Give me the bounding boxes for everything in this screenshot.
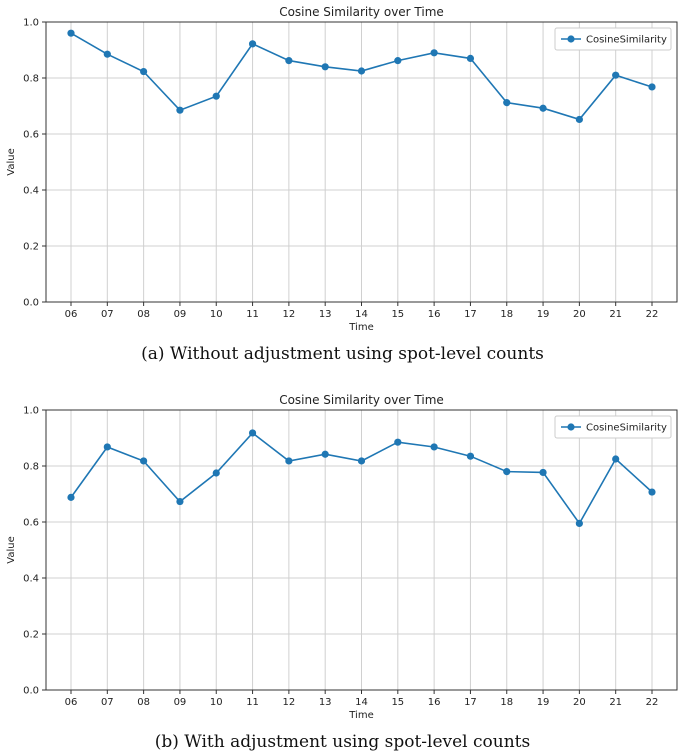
chart-a-xtick-label-12: 12	[283, 309, 296, 320]
chart-b-xtick-label-15: 15	[391, 697, 404, 708]
chart-a-point-15	[394, 57, 402, 65]
chart-b-point-22	[648, 488, 656, 496]
chart-a-point-19	[539, 104, 547, 112]
chart-b-ytick-label-0.0: 0.0	[23, 686, 39, 697]
chart-b-point-09	[176, 497, 184, 506]
chart-a-xtick-label-15: 15	[391, 309, 404, 320]
chart-a-xtick-label-13: 13	[319, 309, 332, 320]
chart-a-xtick-label-08: 08	[137, 309, 150, 320]
chart-a-xlabel: Time	[348, 322, 373, 333]
caption-b: (b) With adjustment using spot-level cou…	[154, 732, 531, 752]
chart-b-xlabel: Time	[348, 710, 373, 721]
chart-b-xtick-label-20: 20	[573, 697, 586, 708]
chart-a-point-08	[140, 67, 148, 76]
chart-a-point-16	[430, 49, 438, 57]
chart-a-ytick-label-0.0: 0.0	[23, 298, 39, 309]
chart-a-point-11	[248, 40, 257, 48]
chart-b-xtick-label-09: 09	[174, 697, 187, 708]
chart-a-title: Cosine Similarity over Time	[279, 5, 444, 19]
chart-a-legend	[554, 27, 672, 51]
chart-a-point-14	[357, 67, 366, 75]
chart-b-point-18	[503, 468, 511, 476]
chart-a-point-12	[285, 57, 293, 65]
chart-b-point-10	[212, 469, 220, 477]
chart-b-legend	[554, 415, 672, 439]
chart-a-xtick-label-21: 21	[609, 309, 622, 320]
chart-b-xtick-label-17: 17	[464, 697, 477, 708]
chart-a-ylabel: Value	[6, 148, 17, 175]
chart-b-xtick-label-12: 12	[283, 697, 296, 708]
chart-a-point-22	[648, 83, 656, 91]
chart-b-point-11	[248, 429, 257, 437]
chart-b-xtick-label-21: 21	[609, 697, 622, 708]
chart-b: Cosine Similarity over Time 0.0 0.2 0.4 0.6 0…	[0, 388, 685, 728]
chart-a-ytick-label-1.0: 1.0	[23, 18, 39, 29]
chart-a-xtick-label-06: 06	[65, 309, 78, 320]
chart-a-xtick-label-22: 22	[646, 309, 659, 320]
chart-b-xtick-label-14: 14	[355, 697, 368, 708]
chart-a-xtick-label-07: 07	[101, 309, 114, 320]
chart-a-ytick-label-0.2: 0.2	[23, 242, 39, 253]
chart-a-point-07	[103, 50, 111, 58]
chart-a-legend-marker	[567, 35, 575, 43]
chart-b-point-20	[575, 519, 583, 527]
chart-b-point-08	[140, 457, 148, 465]
chart-a-point-20	[575, 115, 583, 124]
chart-a-xtick-label-16: 16	[428, 309, 441, 320]
chart-b-point-07	[103, 443, 111, 451]
chart-b-xtick-label-06: 06	[65, 697, 78, 708]
caption-a: (a) Without adjustment using spot-level …	[141, 344, 544, 364]
chart-a-xtick-label-09: 09	[174, 309, 187, 320]
chart-b-xtick-label-08: 08	[137, 697, 150, 708]
chart-a-svg: Cosine Similarity over Time 0.0 0.2 0.4 0.6 0…	[6, 5, 678, 333]
chart-a-legend-label: CosineSimilarity	[586, 35, 667, 46]
chart-b-point-13	[321, 450, 329, 458]
chart-a-point-06	[67, 29, 75, 37]
chart-b-xtick-label-07: 07	[101, 697, 114, 708]
chart-b-point-14	[357, 457, 366, 465]
chart-a-point-17	[466, 54, 475, 63]
chart-b-point-21	[612, 455, 620, 463]
chart-b-xtick-label-16: 16	[428, 697, 441, 708]
chart-b-ytick-label-0.6: 0.6	[23, 518, 39, 529]
chart-a-point-18	[503, 99, 511, 107]
chart-b-ytick-label-0.2: 0.2	[23, 630, 39, 641]
chart-b-point-15	[394, 438, 402, 446]
chart-a-xtick-label-17: 17	[464, 309, 477, 320]
chart-b-point-17	[466, 452, 475, 460]
chart-b-title: Cosine Similarity over Time	[279, 393, 444, 407]
chart-a: Cosine Similarity over Time 0.0 0.2 0.4 0.6 0…	[0, 0, 685, 340]
chart-a-xtick-label-11: 11	[246, 309, 259, 320]
chart-b-ytick-label-1.0: 1.0	[23, 406, 39, 417]
chart-b-svg: Cosine Similarity over Time 0.0 0.2 0.4 0.6 0…	[6, 393, 678, 721]
chart-b-xtick-label-10: 10	[210, 697, 223, 708]
chart-a-ytick-label-0.4: 0.4	[23, 186, 39, 197]
chart-b-legend-marker	[567, 423, 575, 431]
chart-a-point-09	[176, 106, 184, 114]
chart-a-xtick-label-10: 10	[210, 309, 223, 320]
chart-a-xtick-label-18: 18	[500, 309, 513, 320]
chart-b-point-06	[67, 493, 75, 501]
chart-b-xtick-label-22: 22	[646, 697, 659, 708]
chart-a-xtick-label-20: 20	[573, 309, 586, 320]
chart-a-xtick-label-14: 14	[355, 309, 368, 320]
chart-a-ytick-label-0.8: 0.8	[23, 74, 39, 85]
chart-a-point-13	[321, 63, 329, 71]
chart-b-xtick-label-11: 11	[246, 697, 259, 708]
chart-b-point-12	[285, 457, 293, 465]
chart-a-point-10	[212, 92, 220, 100]
chart-b-ytick-label-0.4: 0.4	[23, 574, 39, 585]
chart-b-point-19	[539, 468, 547, 477]
chart-a-point-21	[612, 71, 620, 79]
chart-b-ytick-label-0.8: 0.8	[23, 462, 39, 473]
chart-a-xtick-label-19: 19	[537, 309, 550, 320]
chart-b-xtick-label-13: 13	[319, 697, 332, 708]
chart-b-point-16	[430, 443, 438, 451]
chart-b-ylabel: Value	[6, 536, 17, 563]
chart-b-xtick-label-18: 18	[500, 697, 513, 708]
chart-b-xtick-label-19: 19	[537, 697, 550, 708]
chart-a-ytick-label-0.6: 0.6	[23, 130, 39, 141]
chart-b-legend-label: CosineSimilarity	[586, 423, 667, 434]
